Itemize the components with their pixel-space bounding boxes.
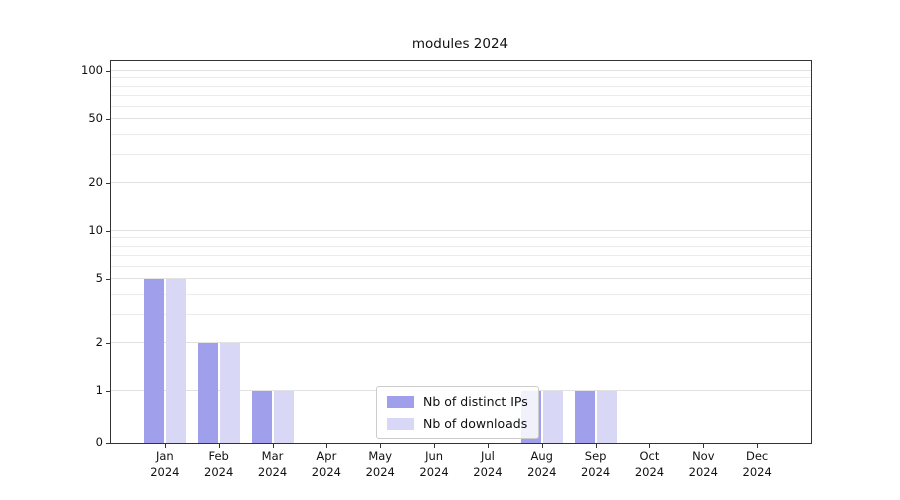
legend-label: Nb of downloads xyxy=(423,416,528,431)
gridline xyxy=(111,77,811,79)
x-tick-mark xyxy=(757,444,759,448)
y-tick-mark xyxy=(106,342,110,344)
gridline xyxy=(111,230,811,231)
bar-downloads xyxy=(596,391,617,443)
legend-swatch-downloads xyxy=(387,417,414,430)
x-tick-label: Apr 2024 xyxy=(311,449,342,480)
y-tick-label: 1 xyxy=(95,383,103,397)
y-tick-label: 50 xyxy=(88,111,103,126)
gridline xyxy=(111,293,811,295)
gridline xyxy=(111,245,811,247)
x-tick-mark xyxy=(487,444,489,448)
plot-area: Nb of distinct IPs Nb of downloads xyxy=(110,60,812,444)
x-tick-mark xyxy=(326,444,328,448)
x-tick-label: Jan 2024 xyxy=(150,449,180,480)
y-tick-mark xyxy=(106,443,110,444)
gridline xyxy=(111,94,811,96)
x-tick-label: Nov 2024 xyxy=(688,449,718,480)
bar-distinct-ips xyxy=(143,279,164,443)
y-tick-label: 20 xyxy=(88,174,103,189)
y-tick-mark xyxy=(106,182,110,184)
x-tick-label: Dec 2024 xyxy=(742,449,772,480)
y-tick-mark xyxy=(106,231,110,232)
gridline xyxy=(111,181,811,183)
bar-downloads xyxy=(165,279,186,443)
x-tick-label: May 2024 xyxy=(365,449,395,480)
x-tick-mark xyxy=(272,444,274,448)
x-tick-mark xyxy=(218,444,220,448)
y-tick-mark xyxy=(106,119,110,121)
gridline xyxy=(111,313,811,315)
gridline xyxy=(111,254,811,256)
x-tick-label: Mar 2024 xyxy=(257,449,288,480)
gridline xyxy=(111,341,811,343)
x-tick-label: Feb 2024 xyxy=(204,449,234,480)
x-tick-label: Jul 2024 xyxy=(473,449,503,480)
x-tick-label: Jun 2024 xyxy=(419,449,449,480)
y-tick-mark xyxy=(106,71,110,72)
y-tick-mark xyxy=(106,391,110,392)
x-tick-mark xyxy=(541,444,543,448)
legend: Nb of distinct IPs Nb of downloads xyxy=(376,386,539,439)
chart-title: modules 2024 xyxy=(411,36,509,52)
gridline xyxy=(111,153,811,155)
bar-distinct-ips xyxy=(251,391,272,443)
y-tick-label: 5 xyxy=(95,271,103,286)
bar-downloads xyxy=(273,391,294,443)
gridline xyxy=(111,237,811,239)
y-tick-label: 2 xyxy=(95,334,103,349)
legend-entry: Nb of distinct IPs xyxy=(387,394,528,409)
gridline xyxy=(111,265,811,267)
x-tick-mark xyxy=(164,444,166,448)
gridline xyxy=(111,85,811,87)
x-tick-label: Sep 2024 xyxy=(580,449,611,480)
legend-swatch-distinct-ips xyxy=(387,395,414,408)
x-tick-label: Aug 2024 xyxy=(527,449,557,480)
x-tick-mark xyxy=(703,444,705,448)
y-tick-label: 100 xyxy=(81,63,103,77)
x-tick-mark xyxy=(434,444,436,448)
bar-downloads xyxy=(219,342,240,443)
legend-entry: Nb of downloads xyxy=(387,416,528,431)
bar-distinct-ips xyxy=(197,342,218,443)
y-tick-label: 10 xyxy=(88,223,103,237)
legend-label: Nb of distinct IPs xyxy=(423,394,528,409)
gridline xyxy=(111,133,811,135)
bar-distinct-ips xyxy=(574,391,595,443)
bar-downloads xyxy=(542,391,563,443)
x-tick-mark xyxy=(595,444,597,448)
x-tick-mark xyxy=(649,444,651,448)
gridline xyxy=(111,118,811,120)
gridline xyxy=(111,105,811,107)
x-tick-label: Oct 2024 xyxy=(634,449,665,480)
gridline xyxy=(111,70,811,71)
x-tick-mark xyxy=(380,444,382,448)
y-tick-label: 0 xyxy=(95,435,103,449)
gridline xyxy=(111,278,811,280)
y-tick-mark xyxy=(106,279,110,281)
